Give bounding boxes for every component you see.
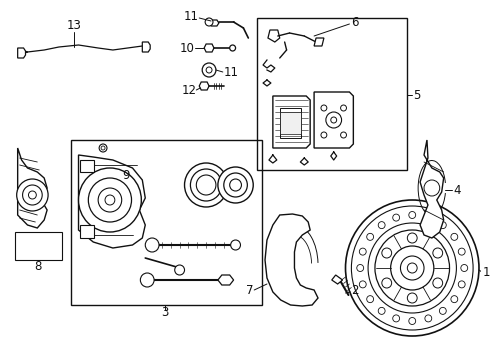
Text: 4: 4 [453,184,461,197]
Circle shape [218,167,253,203]
Polygon shape [78,155,145,248]
Polygon shape [265,214,318,306]
Circle shape [145,238,159,252]
Text: 11: 11 [224,66,239,78]
Text: 1: 1 [483,266,490,279]
Text: 6: 6 [351,15,359,28]
Polygon shape [332,275,343,284]
Circle shape [17,179,48,211]
Polygon shape [314,92,353,148]
Polygon shape [211,20,219,26]
Bar [257,18,407,170]
Polygon shape [80,160,94,172]
Text: 12: 12 [181,84,196,96]
Text: 10: 10 [179,41,195,54]
Text: 13: 13 [66,18,81,32]
Bar [71,140,262,305]
Text: 9: 9 [122,168,130,181]
Polygon shape [420,140,443,238]
Circle shape [191,169,222,201]
Polygon shape [218,275,234,285]
Polygon shape [18,48,25,58]
Circle shape [185,163,228,207]
Polygon shape [142,42,150,52]
Circle shape [224,173,247,197]
Text: 11: 11 [183,9,198,23]
Circle shape [175,265,185,275]
Polygon shape [204,44,214,52]
Polygon shape [314,38,324,46]
Bar [280,112,301,134]
Polygon shape [273,96,310,148]
Circle shape [78,168,141,232]
Polygon shape [18,148,47,228]
Circle shape [231,240,241,250]
Text: 8: 8 [35,261,42,274]
Circle shape [88,178,131,222]
Polygon shape [199,82,209,90]
Text: 7: 7 [245,284,253,297]
Text: 3: 3 [161,306,169,319]
Bar [280,108,301,138]
Polygon shape [268,30,280,42]
Polygon shape [80,225,94,238]
Circle shape [230,45,236,51]
Circle shape [140,273,154,287]
Bar [15,232,62,260]
Circle shape [205,18,213,26]
Text: 2: 2 [351,284,359,297]
Text: 5: 5 [413,89,420,102]
